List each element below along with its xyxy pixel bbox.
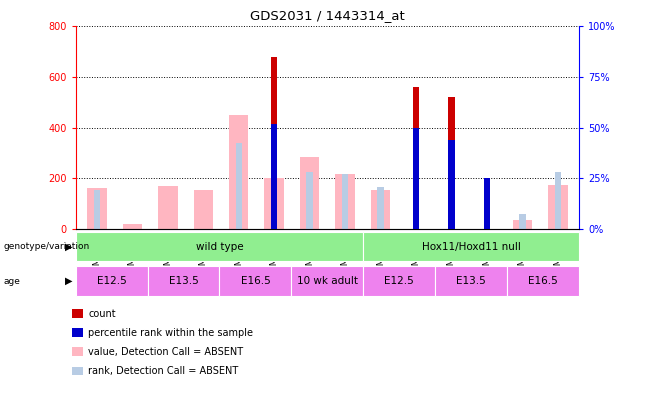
Text: E13.5: E13.5: [168, 276, 199, 286]
Text: genotype/variation: genotype/variation: [3, 242, 89, 251]
Text: Hox11/Hoxd11 null: Hox11/Hoxd11 null: [422, 242, 520, 252]
Text: E16.5: E16.5: [241, 276, 270, 286]
Bar: [513, 220, 532, 229]
Bar: [336, 175, 355, 229]
Bar: [122, 224, 142, 229]
Bar: [158, 186, 178, 229]
Bar: [193, 190, 213, 229]
Bar: [413, 128, 419, 229]
Text: percentile rank within the sample: percentile rank within the sample: [88, 328, 253, 338]
Bar: [342, 175, 348, 229]
Bar: [265, 178, 284, 229]
Bar: [519, 214, 526, 229]
Bar: [448, 97, 455, 229]
Bar: [236, 143, 242, 229]
Text: value, Detection Call = ABSENT: value, Detection Call = ABSENT: [88, 347, 243, 357]
Text: E16.5: E16.5: [528, 276, 558, 286]
Text: E12.5: E12.5: [97, 276, 126, 286]
Bar: [229, 115, 249, 229]
Bar: [363, 232, 579, 261]
Bar: [93, 190, 100, 229]
Bar: [271, 57, 278, 229]
Bar: [370, 190, 390, 229]
Bar: [147, 266, 220, 296]
Text: ▶: ▶: [65, 276, 72, 286]
Text: age: age: [3, 277, 20, 286]
Bar: [76, 232, 363, 261]
Bar: [271, 124, 278, 229]
Bar: [220, 266, 291, 296]
Text: wild type: wild type: [195, 242, 243, 252]
Text: count: count: [88, 309, 116, 319]
Bar: [363, 266, 435, 296]
Bar: [88, 188, 107, 229]
Bar: [507, 266, 579, 296]
Text: E12.5: E12.5: [384, 276, 414, 286]
Bar: [307, 172, 313, 229]
Text: 10 wk adult: 10 wk adult: [297, 276, 358, 286]
Bar: [548, 185, 567, 229]
Bar: [484, 178, 490, 229]
Bar: [377, 187, 384, 229]
Text: ▶: ▶: [65, 242, 72, 252]
Bar: [484, 178, 490, 229]
Title: GDS2031 / 1443314_at: GDS2031 / 1443314_at: [250, 9, 405, 22]
Bar: [555, 172, 561, 229]
Bar: [448, 140, 455, 229]
Bar: [76, 266, 147, 296]
Bar: [300, 157, 319, 229]
Bar: [413, 87, 419, 229]
Text: rank, Detection Call = ABSENT: rank, Detection Call = ABSENT: [88, 366, 238, 376]
Bar: [291, 266, 363, 296]
Bar: [435, 266, 507, 296]
Text: E13.5: E13.5: [456, 276, 486, 286]
